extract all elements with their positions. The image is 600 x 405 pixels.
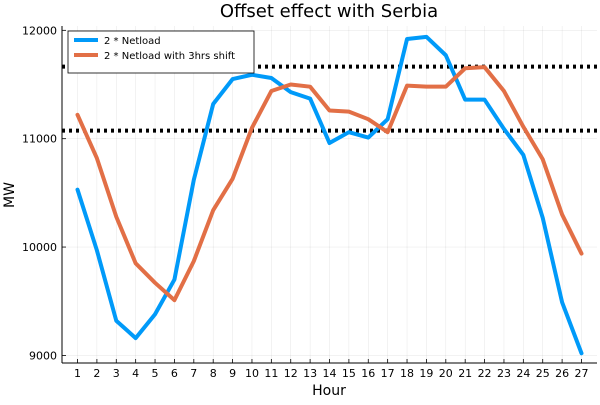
- x-tick-label: 22: [478, 367, 492, 380]
- legend-label: 2 * Netload with 3hrs shift: [104, 51, 235, 62]
- x-tick-label: 24: [516, 367, 530, 380]
- x-tick-label: 1: [74, 367, 81, 380]
- legend-label: 2 * Netload: [104, 36, 161, 47]
- x-tick-label: 12: [284, 367, 298, 380]
- y-axis-label: MW: [2, 182, 18, 208]
- y-tick-label: 10000: [22, 241, 57, 254]
- x-tick-label: 10: [245, 367, 259, 380]
- x-tick-label: 18: [400, 367, 414, 380]
- x-tick-label: 27: [574, 367, 588, 380]
- series-line-1: [75, 34, 584, 356]
- y-tick-label: 9000: [29, 349, 57, 362]
- x-tick-label: 14: [323, 367, 337, 380]
- series-line-2: [75, 65, 584, 303]
- x-tick-label: 7: [190, 367, 197, 380]
- reference-lines: [62, 64, 597, 133]
- series-lines: [75, 34, 584, 356]
- x-tick-label: 8: [210, 367, 217, 380]
- x-tick-label: 3: [113, 367, 120, 380]
- grid: [62, 26, 597, 363]
- x-tick-label: 15: [342, 367, 356, 380]
- x-tick-label: 20: [439, 367, 453, 380]
- legend: 2 * Netload 2 * Netload with 3hrs shift: [67, 30, 255, 74]
- x-tick-label: 21: [458, 367, 472, 380]
- x-tick-label: 25: [536, 367, 550, 380]
- x-tick-label: 26: [555, 367, 569, 380]
- x-tick-label: 11: [264, 367, 278, 380]
- axes: [61, 26, 597, 364]
- x-tick-label: 19: [419, 367, 433, 380]
- x-tick-label: 13: [303, 367, 317, 380]
- legend-box: [67, 30, 255, 74]
- x-tick-label: 23: [497, 367, 511, 380]
- x-tick-label: 16: [361, 367, 375, 380]
- x-tick-label: 2: [93, 367, 100, 380]
- x-axis-label: Hour: [312, 383, 346, 399]
- chart-title: Offset effect with Serbia: [220, 1, 438, 22]
- x-tick-label: 5: [152, 367, 159, 380]
- tick-labels: 1 2 3 4 5 6 7 8 9 10 11 12 13 14 15 16 17 18 19 20 21 22 23 24 2…: [22, 24, 588, 380]
- y-tick-label: 12000: [22, 24, 57, 37]
- x-tick-label: 6: [171, 367, 178, 380]
- x-tick-label: 4: [132, 367, 139, 380]
- y-tick-label: 11000: [22, 133, 57, 146]
- x-tick-label: 9: [229, 367, 236, 380]
- x-tick-label: 17: [381, 367, 395, 380]
